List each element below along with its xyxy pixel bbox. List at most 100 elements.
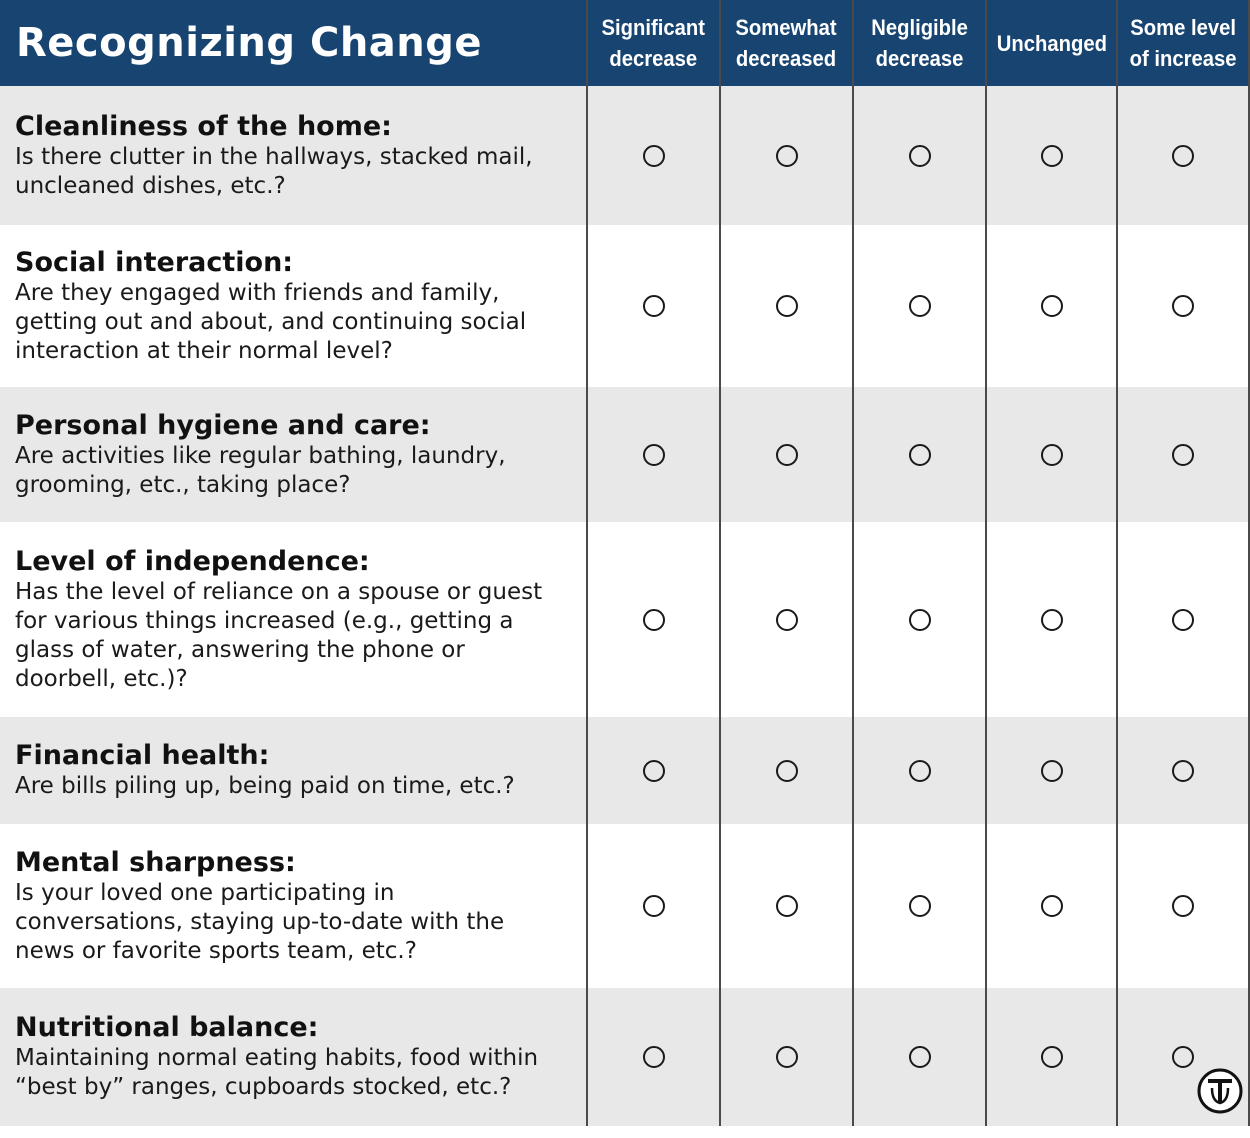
radio-cleanliness-unchanged[interactable] (1040, 144, 1063, 167)
option-cell (1116, 522, 1250, 717)
option-cell (985, 387, 1116, 522)
criterion-mental-sharpness: Mental sharpness: Is your loved one part… (0, 824, 586, 988)
option-cell (586, 522, 719, 717)
option-cell (586, 86, 719, 225)
criterion-title: Social interaction: (15, 246, 294, 278)
option-cell (985, 86, 1116, 225)
radio-independence-unchanged[interactable] (1040, 608, 1063, 631)
col-heading-label: Some level of increase (1129, 15, 1237, 71)
col-header-significant-decrease: Significant decrease (586, 0, 719, 86)
col-header-some-increase: Some level of increase (1116, 0, 1250, 86)
criterion-title: Cleanliness of the home: (15, 110, 392, 142)
col-heading-label: Unchanged (996, 30, 1107, 56)
option-cell (985, 824, 1116, 988)
criterion-financial-health: Financial health: Are bills piling up, b… (0, 717, 586, 824)
radio-social-negligible-decrease[interactable] (908, 295, 931, 317)
col-heading-label: Negligible decrease (871, 15, 968, 71)
criterion-personal-hygiene: Personal hygiene and care: Are activitie… (0, 387, 586, 522)
radio-mental-some-increase[interactable] (1172, 895, 1194, 917)
criterion-description: Is your loved one participating in conve… (15, 879, 505, 964)
radio-social-some-increase[interactable] (1172, 295, 1194, 317)
option-cell (985, 988, 1116, 1126)
option-cell (852, 86, 985, 225)
option-cell (719, 824, 852, 988)
option-cell (586, 824, 719, 988)
radio-financial-unchanged[interactable] (1040, 759, 1063, 782)
option-cell (985, 225, 1116, 387)
radio-financial-some-increase[interactable] (1172, 759, 1194, 782)
radio-cleanliness-somewhat-decreased[interactable] (775, 144, 798, 167)
criterion-description: Are they engaged with friends and family… (15, 279, 527, 364)
option-cell (852, 717, 985, 824)
criterion-cleanliness: Cleanliness of the home: Is there clutte… (0, 86, 586, 225)
criterion-nutritional-balance: Nutritional balance: Maintaining normal … (0, 988, 586, 1126)
option-cell (852, 988, 985, 1126)
option-cell (852, 824, 985, 988)
radio-independence-significant-decrease[interactable] (642, 608, 665, 631)
criterion-title: Nutritional balance: (15, 1012, 319, 1043)
radio-mental-negligible-decrease[interactable] (908, 895, 931, 917)
criterion-title: Personal hygiene and care: (15, 409, 431, 441)
radio-social-somewhat-decreased[interactable] (775, 295, 798, 317)
option-cell (852, 387, 985, 522)
radio-social-unchanged[interactable] (1040, 295, 1063, 317)
col-header-negligible-decrease: Negligible decrease (852, 0, 985, 86)
radio-cleanliness-significant-decrease[interactable] (642, 144, 665, 167)
option-cell (586, 988, 719, 1126)
col-heading-label: Somewhat decreased (735, 15, 838, 71)
radio-independence-some-increase[interactable] (1172, 608, 1194, 631)
radio-hygiene-some-increase[interactable] (1172, 443, 1194, 466)
option-cell (719, 387, 852, 522)
option-cell (719, 522, 852, 717)
radio-financial-significant-decrease[interactable] (642, 759, 665, 782)
radio-cleanliness-negligible-decrease[interactable] (908, 144, 931, 167)
radio-cleanliness-some-increase[interactable] (1172, 144, 1194, 167)
criterion-title: Level of independence: (15, 545, 370, 577)
option-cell (1116, 717, 1250, 824)
radio-nutrition-unchanged[interactable] (1040, 1046, 1063, 1068)
option-cell (985, 717, 1116, 824)
col-heading-label: Significant decrease (601, 15, 706, 71)
radio-mental-somewhat-decreased[interactable] (775, 895, 798, 917)
option-cell (719, 86, 852, 225)
radio-financial-negligible-decrease[interactable] (908, 759, 931, 782)
radio-mental-unchanged[interactable] (1040, 895, 1063, 917)
radio-mental-significant-decrease[interactable] (642, 895, 665, 917)
option-cell (1116, 988, 1250, 1126)
option-cell (719, 717, 852, 824)
radio-hygiene-somewhat-decreased[interactable] (775, 443, 798, 466)
option-cell (1116, 225, 1250, 387)
option-cell (985, 522, 1116, 717)
criterion-description: Is there clutter in the hallways, stacke… (15, 143, 533, 199)
radio-hygiene-significant-decrease[interactable] (642, 443, 665, 466)
radio-nutrition-negligible-decrease[interactable] (908, 1046, 931, 1068)
criterion-independence: Level of independence: Has the level of … (0, 522, 586, 717)
radio-social-significant-decrease[interactable] (642, 295, 665, 317)
radio-independence-somewhat-decreased[interactable] (775, 608, 798, 631)
radio-independence-negligible-decrease[interactable] (908, 608, 931, 631)
option-cell (1116, 86, 1250, 225)
radio-nutrition-somewhat-decreased[interactable] (775, 1046, 798, 1068)
naps-logo-icon (1197, 1068, 1243, 1114)
header-title-cell: Recognizing Change (0, 0, 586, 86)
radio-hygiene-unchanged[interactable] (1040, 443, 1063, 466)
criterion-social-interaction: Social interaction: Are they engaged wit… (0, 225, 586, 387)
criterion-description: Has the level of reliance on a spouse or… (15, 578, 543, 692)
criterion-description: Maintaining normal eating habits, food w… (15, 1045, 539, 1100)
option-cell (1116, 824, 1250, 988)
radio-financial-somewhat-decreased[interactable] (775, 759, 798, 782)
option-cell (586, 717, 719, 824)
page-title: Recognizing Change (16, 20, 483, 66)
radio-nutrition-significant-decrease[interactable] (642, 1046, 665, 1068)
option-cell (719, 988, 852, 1126)
criterion-title: Financial health: (15, 740, 270, 771)
radio-nutrition-some-increase[interactable] (1172, 1046, 1194, 1068)
option-cell (586, 225, 719, 387)
criterion-description: Are activities like regular bathing, lau… (15, 442, 506, 498)
col-header-somewhat-decreased: Somewhat decreased (719, 0, 852, 86)
radio-hygiene-negligible-decrease[interactable] (908, 443, 931, 466)
option-cell (1116, 387, 1250, 522)
criterion-description: Are bills piling up, being paid on time,… (15, 773, 515, 799)
option-cell (719, 225, 852, 387)
